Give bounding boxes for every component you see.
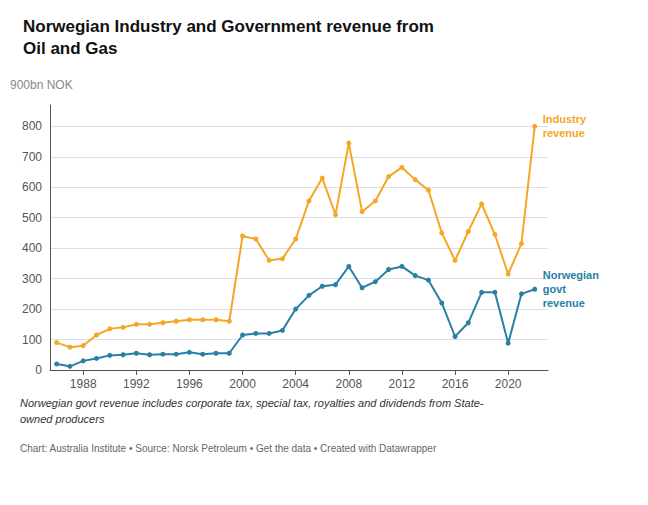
- svg-text:Chart: Australia Institute • S: Chart: Australia Institute • Source: Nor…: [20, 443, 437, 454]
- svg-text:owned producers: owned producers: [20, 413, 105, 425]
- svg-text:Norwegian: Norwegian: [543, 269, 600, 281]
- svg-text:2008: 2008: [335, 377, 362, 391]
- svg-text:100: 100: [22, 333, 42, 347]
- svg-text:1988: 1988: [70, 377, 97, 391]
- svg-text:700: 700: [22, 150, 42, 164]
- svg-text:2016: 2016: [442, 377, 469, 391]
- svg-text:1992: 1992: [123, 377, 150, 391]
- svg-text:2000: 2000: [229, 377, 256, 391]
- svg-text:0: 0: [35, 363, 42, 377]
- svg-text:Oil and Gas: Oil and Gas: [23, 39, 117, 58]
- svg-text:2004: 2004: [282, 377, 309, 391]
- svg-text:400: 400: [22, 241, 42, 255]
- svg-text:1996: 1996: [176, 377, 203, 391]
- svg-text:Norwegian govt revenue include: Norwegian govt revenue includes corporat…: [20, 397, 484, 409]
- svg-text:Norwegian Industry and Governm: Norwegian Industry and Government revenu…: [23, 17, 434, 36]
- svg-text:revenue: revenue: [543, 297, 585, 309]
- svg-text:600: 600: [22, 180, 42, 194]
- svg-text:2020: 2020: [495, 377, 522, 391]
- svg-text:200: 200: [22, 302, 42, 316]
- svg-text:Industry: Industry: [543, 113, 587, 125]
- svg-text:800: 800: [22, 119, 42, 133]
- svg-text:govt: govt: [543, 283, 567, 295]
- svg-text:2012: 2012: [389, 377, 416, 391]
- svg-text:900bn NOK: 900bn NOK: [10, 78, 73, 92]
- svg-text:500: 500: [22, 211, 42, 225]
- svg-text:revenue: revenue: [543, 127, 585, 139]
- svg-text:300: 300: [22, 272, 42, 286]
